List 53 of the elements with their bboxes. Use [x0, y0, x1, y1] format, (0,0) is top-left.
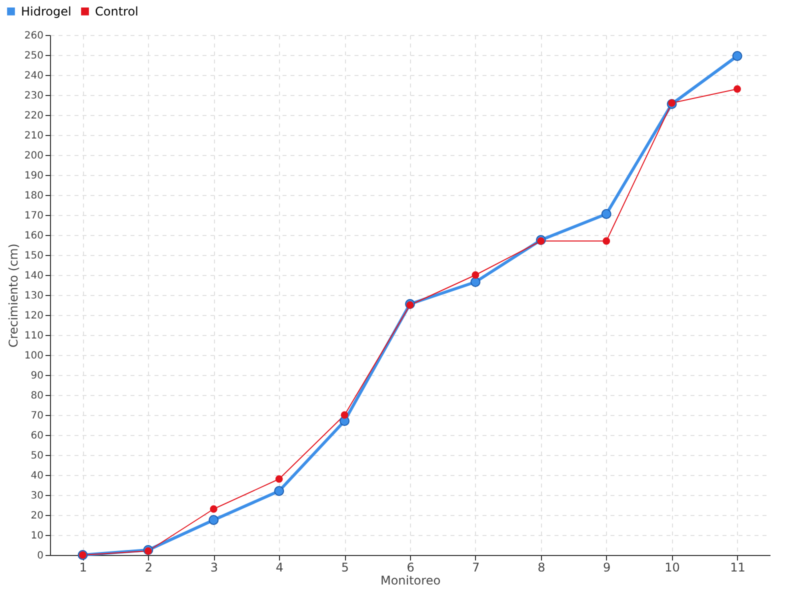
y-tick-label: 0: [37, 550, 44, 562]
y-tick-label: 250: [24, 50, 44, 62]
y-tick-label: 20: [30, 510, 44, 522]
y-tick-label: 30: [30, 490, 44, 502]
point: [208, 515, 219, 525]
y-tick-label: 130: [24, 290, 44, 302]
y-axis-title: Crecimiento (cm): [6, 244, 20, 348]
y-tick-label: 180: [24, 190, 44, 202]
y-tick-label: 210: [24, 130, 44, 142]
point: [472, 271, 480, 279]
x-tick-label: 7: [472, 560, 480, 574]
y-tick-label: 240: [24, 70, 44, 82]
point: [732, 51, 742, 61]
x-tick-label: 3: [210, 560, 218, 574]
x-tick-label: 8: [538, 560, 546, 574]
y-tick-label: 90: [30, 370, 44, 382]
x-tick-label: 9: [603, 560, 611, 574]
y-tick-label: 230: [24, 90, 44, 102]
x-tick-label: 4: [276, 560, 284, 574]
x-tick-label: 2: [144, 560, 152, 574]
x-tick-label: 10: [664, 560, 680, 574]
y-tick-label: 110: [24, 330, 44, 342]
x-tick-label: 11: [730, 560, 746, 574]
y-tick-label: 70: [30, 410, 44, 422]
y-tick-label: 40: [30, 470, 44, 482]
point: [601, 209, 612, 219]
point: [734, 85, 741, 93]
y-tick-label: 50: [30, 450, 44, 462]
legend-label: Control: [95, 4, 138, 18]
y-tick-label: 10: [30, 530, 44, 542]
y-tick-label: 190: [24, 170, 44, 182]
point: [210, 505, 218, 513]
point: [340, 411, 348, 419]
y-tick-label: 220: [24, 110, 44, 122]
y-tick-label: 120: [24, 310, 44, 322]
y-tick-label: 80: [30, 390, 44, 402]
point: [274, 486, 284, 496]
point: [470, 277, 480, 287]
point: [602, 237, 610, 245]
x-tick-label: 5: [341, 560, 349, 574]
x-tick-label: 6: [406, 560, 414, 574]
legend-label: Hidrogel: [21, 4, 72, 18]
x-axis-title: Monitoreo: [380, 574, 441, 588]
x-tick-label: 1: [79, 560, 88, 574]
y-tick-label: 140: [24, 270, 44, 282]
y-tick-label: 170: [24, 210, 44, 222]
y-tick-label: 160: [24, 230, 44, 242]
y-tick-label: 150: [24, 250, 44, 262]
y-tick-label: 60: [30, 430, 44, 442]
y-tick-label: 100: [24, 350, 44, 362]
y-tick-label: 200: [24, 150, 44, 162]
point: [275, 475, 283, 483]
y-tick-label: 260: [24, 30, 44, 42]
